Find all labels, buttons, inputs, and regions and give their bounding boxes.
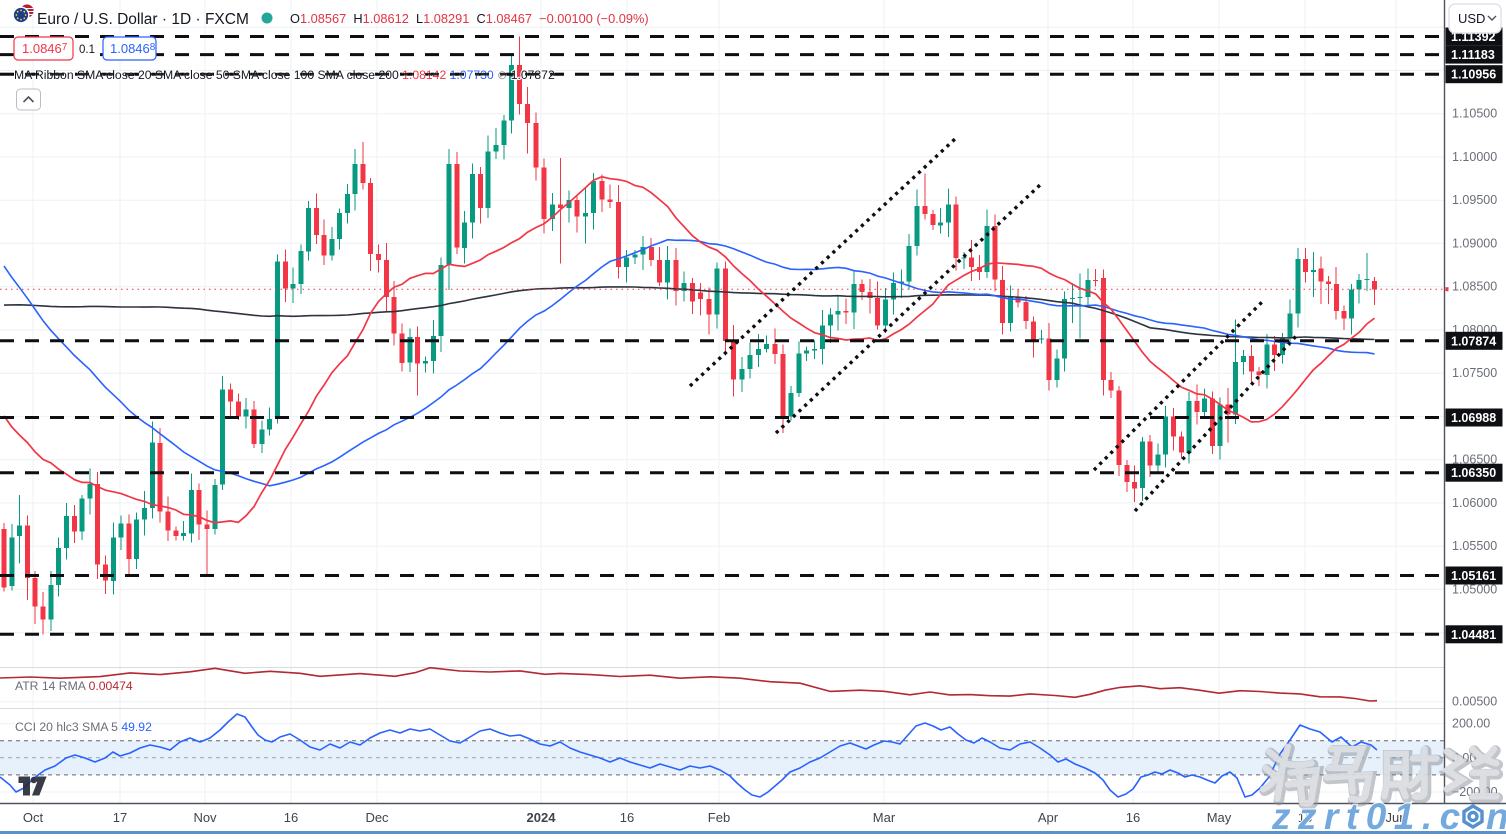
svg-text:1.08500: 1.08500 xyxy=(1452,280,1497,294)
svg-text:1.10956: 1.10956 xyxy=(1451,68,1496,82)
svg-text:zzrt01.c: zzrt01.c xyxy=(1271,796,1468,834)
svg-text:1.05500: 1.05500 xyxy=(1452,539,1497,553)
svg-text:Jun: Jun xyxy=(1386,810,1407,825)
svg-text:1.05000: 1.05000 xyxy=(1452,582,1497,596)
svg-text:1.09500: 1.09500 xyxy=(1452,193,1497,207)
svg-text:1.08467: 1.08467 xyxy=(22,41,68,56)
svg-text:1.07500: 1.07500 xyxy=(1452,366,1497,380)
svg-text:1.05161: 1.05161 xyxy=(1451,569,1496,583)
svg-text:1.04481: 1.04481 xyxy=(1451,628,1496,642)
svg-text:Nov: Nov xyxy=(193,810,217,825)
svg-text:USD: USD xyxy=(1458,11,1485,26)
svg-text:16: 16 xyxy=(284,810,298,825)
svg-text:O1.08567 H1.08612 L1.08291: O1.08567 H1.08612 L1.08291 C1.08467 −0.0… xyxy=(290,11,649,26)
svg-text:CCI 20 hlc3 SMA 5 49.92: CCI 20 hlc3 SMA 5 49.92 xyxy=(15,720,152,734)
svg-text:Euro / U.S. Dollar · 1D · FXCM: Euro / U.S. Dollar · 1D · FXCM xyxy=(37,11,249,28)
svg-text:1.07874: 1.07874 xyxy=(1451,334,1496,348)
svg-text:Mar: Mar xyxy=(873,810,896,825)
svg-text:1.06500: 1.06500 xyxy=(1452,453,1497,467)
svg-text:n: n xyxy=(1486,796,1506,834)
svg-text:1.06350: 1.06350 xyxy=(1451,466,1496,480)
svg-text:17: 17 xyxy=(113,810,127,825)
svg-text:Dec: Dec xyxy=(365,810,389,825)
svg-text:0.00500: 0.00500 xyxy=(1452,695,1497,709)
svg-text:Feb: Feb xyxy=(708,810,730,825)
svg-text:16: 16 xyxy=(1126,810,1140,825)
svg-text:May: May xyxy=(1207,810,1232,825)
svg-text:200.00: 200.00 xyxy=(1452,717,1490,731)
svg-text:1.09000: 1.09000 xyxy=(1452,236,1497,250)
svg-text:2024: 2024 xyxy=(527,810,557,825)
svg-text:1.10500: 1.10500 xyxy=(1452,107,1497,121)
svg-text:0.1: 0.1 xyxy=(79,44,95,56)
svg-text:1.06988: 1.06988 xyxy=(1451,411,1496,425)
svg-text:Oct: Oct xyxy=(23,810,44,825)
svg-text:1.08468: 1.08468 xyxy=(110,41,156,56)
svg-text:16: 16 xyxy=(620,810,634,825)
svg-text:Apr: Apr xyxy=(1038,810,1059,825)
svg-text:1.06000: 1.06000 xyxy=(1452,496,1497,510)
svg-text:1.11183: 1.11183 xyxy=(1451,48,1495,62)
svg-text:16: 16 xyxy=(1298,810,1312,825)
svg-text:1.10000: 1.10000 xyxy=(1452,150,1497,164)
svg-text:ATR 14 RMA 0.00474: ATR 14 RMA 0.00474 xyxy=(15,679,133,693)
